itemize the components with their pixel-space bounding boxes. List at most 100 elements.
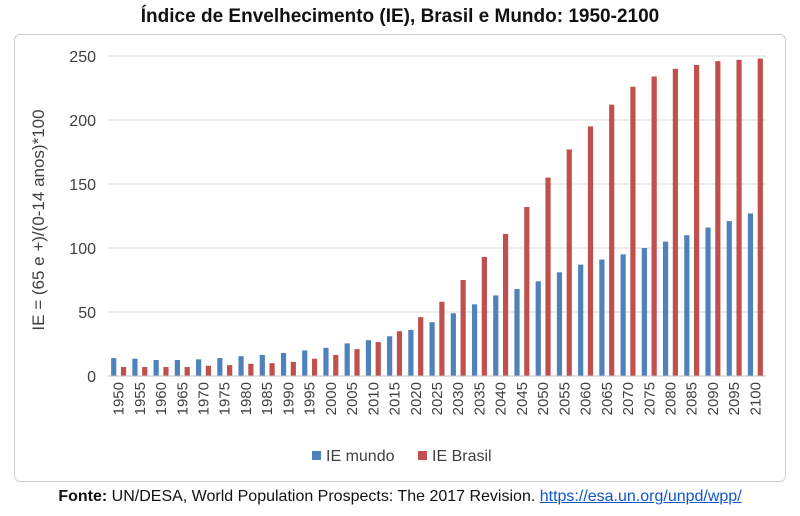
bar-ie-mundo-2020: [408, 329, 414, 376]
bar-ie-mundo-1995: [302, 350, 308, 376]
x-tick-label: 2060: [578, 382, 595, 415]
legend-swatch-ie-mundo: [312, 451, 321, 460]
bar-ie-brasil-2030: [460, 280, 466, 376]
x-tick-label: 2065: [599, 382, 616, 415]
bar-ie-mundo-2025: [429, 322, 435, 376]
x-tick-label: 1960: [153, 382, 170, 415]
bar-ie-brasil-2000: [333, 354, 339, 376]
bar-ie-brasil-2090: [715, 61, 721, 377]
bar-ie-brasil-2070: [630, 86, 636, 376]
x-tick-label: 2005: [344, 382, 361, 415]
y-tick-label: 50: [78, 305, 96, 322]
x-tick-label: 2030: [450, 382, 467, 415]
bar-ie-brasil-2080: [672, 68, 678, 377]
bar-ie-brasil-1970: [205, 365, 212, 376]
bar-ie-brasil-2020: [418, 317, 424, 376]
x-tick-label: 2040: [493, 382, 510, 415]
x-tick-label: 2095: [726, 382, 743, 415]
x-tick-label: 2050: [535, 382, 552, 415]
bar-ie-brasil-1960: [163, 367, 169, 376]
bar-ie-brasil-1980: [248, 363, 254, 376]
x-tick-label: 2075: [641, 382, 658, 415]
bar-ie-brasil-1995: [311, 358, 318, 376]
y-axis-label: IE = (65 e +)/(0-14 anos)*100: [29, 109, 48, 330]
bar-ie-mundo-2065: [599, 259, 605, 376]
bar-ie-mundo-2000: [323, 347, 329, 376]
x-tick-label: 2090: [705, 382, 722, 415]
bar-ie-brasil-2010: [375, 342, 381, 376]
bar-ie-mundo-1980: [238, 356, 244, 376]
bar-ie-mundo-1970: [196, 359, 202, 376]
bar-ie-brasil-2045: [524, 207, 530, 376]
bar-ie-mundo-2045: [514, 288, 520, 376]
y-tick-label: 250: [69, 49, 96, 66]
bar-ie-mundo-1990: [280, 352, 287, 376]
source-label: Fonte:: [58, 488, 108, 505]
bar-ie-brasil-2100: [757, 58, 763, 377]
x-tick-label: 2025: [429, 382, 446, 415]
chart-frame: [14, 34, 786, 482]
bar-ie-mundo-2035: [471, 304, 478, 376]
bar-ie-mundo-2030: [450, 313, 456, 376]
bar-ie-mundo-1955: [132, 358, 138, 376]
bar-ie-mundo-2085: [684, 235, 690, 376]
bar-ie-mundo-1965: [174, 360, 180, 376]
legend-swatch-ie-brasil: [418, 451, 427, 460]
bar-ie-brasil-2075: [651, 76, 657, 376]
y-tick-label: 200: [69, 113, 96, 130]
bar-ie-mundo-2050: [535, 281, 541, 376]
x-tick-labels: 1950 1955 1960 1965 1970 1975 1980 1985 1990 1995…: [111, 382, 765, 415]
bar-ie-mundo-2090: [705, 227, 711, 376]
bar-ie-mundo-2015: [387, 336, 393, 376]
bar-ie-mundo-2080: [662, 241, 669, 376]
bar-ie-mundo-2100: [747, 213, 754, 376]
x-tick-label: 1975: [217, 382, 234, 415]
bar-ie-brasil-2050: [545, 177, 551, 376]
bar-ie-mundo-1975: [217, 358, 223, 376]
bar-ie-brasil-2040: [502, 233, 509, 376]
x-tick-label: 2070: [620, 382, 637, 415]
bar-ie-mundo-2010: [365, 340, 372, 376]
bar-ie-brasil-2060: [587, 126, 594, 377]
y-tick-label: 150: [69, 177, 96, 194]
bar-ie-brasil-2005: [354, 349, 360, 376]
bar-ie-brasil-1950: [120, 367, 127, 376]
bar-ie-brasil-2085: [694, 64, 700, 377]
bar-ie-brasil-2095: [736, 59, 742, 377]
bar-ie-mundo-1985: [259, 354, 265, 376]
y-tick-labels: 0 50 100 150 200 250: [69, 49, 96, 386]
legend: IE mundo IE Brasil: [312, 448, 492, 465]
bar-ie-brasil-2065: [609, 104, 615, 376]
bar-ie-brasil-1965: [184, 367, 190, 376]
bar-ie-brasil-1985: [269, 363, 275, 376]
bar-ie-mundo-2095: [726, 221, 732, 376]
bar-ie-brasil-1990: [290, 361, 296, 376]
bar-ie-brasil-2035: [481, 256, 487, 376]
bar-ie-mundo-2070: [620, 254, 626, 376]
source-text: UN/DESA, World Population Prospects: The…: [107, 488, 540, 505]
x-tick-label: 2085: [684, 382, 701, 415]
bar-ie-mundo-1950: [111, 358, 117, 376]
x-tick-label: 1980: [238, 382, 255, 415]
bar-ie-mundo-2040: [493, 295, 499, 376]
x-tick-label: 2080: [662, 382, 679, 415]
bar-ie-mundo-2060: [578, 264, 584, 376]
x-tick-label: 2015: [387, 382, 404, 415]
x-tick-label: 2100: [747, 382, 764, 415]
bar-ie-brasil-2015: [396, 331, 403, 376]
x-tick-label: 2035: [471, 382, 488, 415]
bar-ie-brasil-1955: [142, 367, 148, 376]
source-link[interactable]: https://esa.un.org/unpd/wpp/: [539, 488, 742, 505]
y-tick-label: 100: [69, 241, 96, 258]
bar-ie-brasil-2055: [566, 149, 572, 376]
bar-ie-brasil-1975: [227, 365, 233, 376]
x-tick-label: 2020: [408, 382, 425, 415]
x-tick-label: 1950: [111, 382, 128, 415]
x-tick-label: 1995: [302, 382, 319, 415]
bar-ie-mundo-1960: [153, 360, 159, 376]
bar-ie-mundo-2005: [344, 343, 350, 376]
chart-title: Índice de Envelhecimento (IE), Brasil e …: [140, 6, 660, 27]
bar-ie-mundo-2075: [641, 248, 647, 376]
x-tick-label: 1970: [196, 382, 213, 415]
